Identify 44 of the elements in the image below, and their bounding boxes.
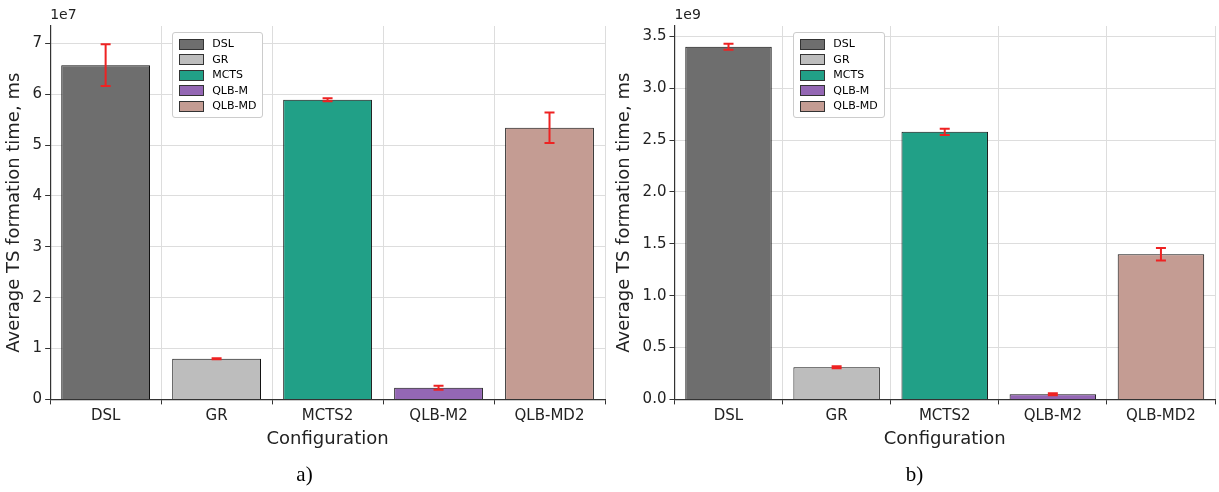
y-tick-label: 5 bbox=[32, 134, 43, 153]
legend-label: DSL bbox=[832, 36, 856, 52]
x-tick-label: QLB-MD2 bbox=[514, 406, 585, 425]
legend-label: QLB-MD bbox=[832, 98, 878, 114]
y-tick-label: 4 bbox=[32, 185, 43, 204]
x-tick-label: QLB-MD2 bbox=[1125, 406, 1196, 425]
y-tick-label: 2.5 bbox=[642, 129, 667, 148]
x-axis-title: Configuration bbox=[883, 426, 1006, 448]
x-tick-label: QLB-M2 bbox=[409, 406, 468, 425]
x-tick-label: MCTS2 bbox=[301, 406, 354, 425]
y-tick-label: 1.5 bbox=[642, 233, 667, 252]
y-tick-label: 3 bbox=[32, 236, 43, 255]
y-tick-label: 2.0 bbox=[642, 181, 667, 200]
x-tick-label: MCTS2 bbox=[918, 406, 971, 425]
text: 1e9 bbox=[674, 5, 701, 22]
x-axis-title: Configuration bbox=[266, 426, 389, 448]
legend-label: QLB-MD bbox=[211, 98, 257, 114]
y-tick-label: 0.0 bbox=[642, 389, 667, 408]
y-tick-label: 0.5 bbox=[642, 337, 667, 356]
legend-label: MCTS bbox=[211, 67, 245, 83]
x-tick-label: GR bbox=[205, 406, 228, 425]
legend-label: MCTS bbox=[832, 67, 866, 83]
y-tick-label: 0 bbox=[32, 389, 43, 408]
y-axis-title: Average TS formation time, ms bbox=[2, 72, 24, 353]
y-tick-label: 7 bbox=[32, 33, 43, 52]
y-tick-label: 3.0 bbox=[642, 78, 667, 97]
y-tick-label: 6 bbox=[32, 84, 43, 103]
x-tick-label: DSL bbox=[713, 406, 744, 425]
y-tick-label: 2 bbox=[32, 287, 43, 306]
y-tick-label: 1 bbox=[32, 338, 43, 357]
x-tick-label: GR bbox=[825, 406, 848, 425]
legend-label: QLB-M bbox=[832, 82, 871, 98]
y-axis-title: Average TS formation time, ms bbox=[612, 72, 634, 353]
text: b) bbox=[904, 462, 925, 487]
text: 1e7 bbox=[50, 5, 77, 22]
x-tick-label: QLB-M2 bbox=[1023, 406, 1083, 425]
x-tick-label: DSL bbox=[90, 406, 121, 425]
legend-label: GR bbox=[832, 51, 851, 67]
legend-label: GR bbox=[211, 51, 230, 67]
text: a) bbox=[295, 462, 314, 487]
y-tick-label: 3.5 bbox=[642, 26, 667, 45]
legend-label: QLB-M bbox=[211, 82, 249, 98]
legend-label: DSL bbox=[211, 36, 235, 52]
y-tick-label: 1.0 bbox=[642, 285, 667, 304]
